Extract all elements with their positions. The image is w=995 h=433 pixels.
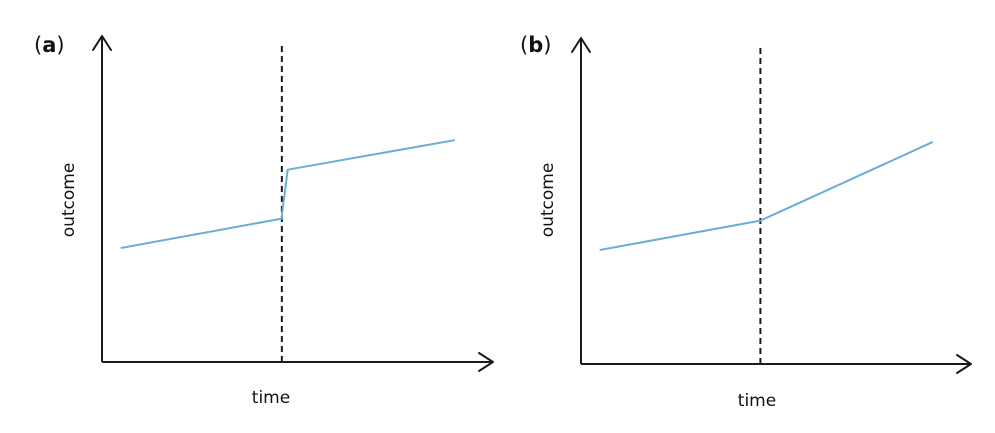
y-axis-arrow-a	[92, 35, 112, 51]
series-line-a	[120, 139, 455, 249]
y-axis-arrow-b	[571, 37, 591, 53]
panel-label-b: (b)	[520, 33, 551, 57]
y-axis-title-a: outcome	[59, 163, 79, 238]
x-axis-arrow-b	[956, 354, 972, 374]
x-axis-title-b: time	[738, 391, 776, 411]
panel-a: (a) time outcome	[34, 33, 494, 408]
panel-letter-a: a	[42, 33, 56, 57]
panel-b: (b) time outcome	[520, 33, 972, 411]
x-axis-title-a: time	[252, 388, 290, 408]
y-axis-title-b: outcome	[538, 163, 558, 238]
panel-label-a: (a)	[34, 33, 65, 57]
panel-letter-b: b	[528, 33, 543, 57]
series-line-b	[599, 141, 933, 251]
x-axis-arrow-a	[478, 352, 494, 372]
